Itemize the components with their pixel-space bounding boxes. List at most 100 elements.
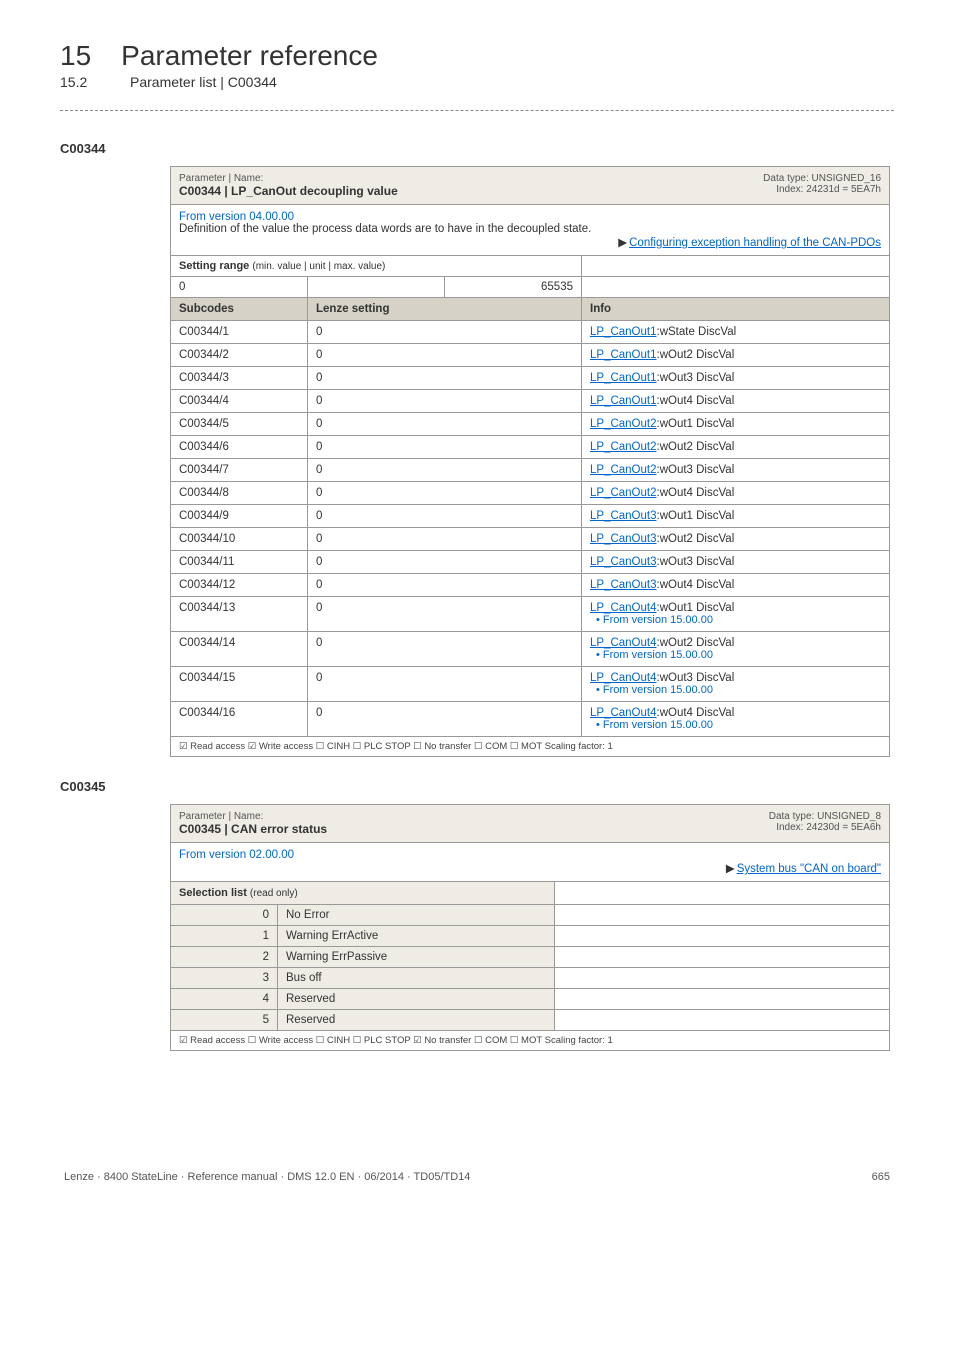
subcode-cell: C00344/12 xyxy=(171,574,308,597)
info-link[interactable]: LP_CanOut2 xyxy=(590,418,657,430)
selection-blank xyxy=(555,905,890,926)
subcode-cell: C00344/9 xyxy=(171,505,308,528)
chapter-number: 15 xyxy=(60,40,91,72)
table-row: C00344/10LP_CanOut1:wState DiscVal xyxy=(171,321,890,344)
selection-value: No Error xyxy=(278,905,555,926)
info-suffix: :wOut3 DiscVal xyxy=(657,464,735,476)
selection-value: Reserved xyxy=(278,1010,555,1031)
table-row: 2Warning ErrPassive xyxy=(171,947,890,968)
footer-right: 665 xyxy=(872,1171,890,1183)
sys-link[interactable]: System bus "CAN on board" xyxy=(737,863,881,875)
info-cell: LP_CanOut1:wOut3 DiscVal xyxy=(582,367,890,390)
info-link[interactable]: LP_CanOut4 xyxy=(590,602,657,614)
selection-blank xyxy=(555,1010,890,1031)
definition-text: Definition of the value the process data… xyxy=(179,223,881,235)
info-suffix: :wOut2 DiscVal xyxy=(657,441,735,453)
info-link[interactable]: LP_CanOut3 xyxy=(590,556,657,568)
lenze-cell: 0 xyxy=(308,702,582,737)
subcode-cell: C00344/13 xyxy=(171,597,308,632)
lenze-cell: 0 xyxy=(308,413,582,436)
info-suffix: :wOut1 DiscVal xyxy=(657,418,735,430)
selection-value: Bus off xyxy=(278,968,555,989)
selection-number: 3 xyxy=(171,968,278,989)
info-cell: LP_CanOut3:wOut3 DiscVal xyxy=(582,551,890,574)
selection-label: Selection list xyxy=(179,887,247,899)
from-version-link-2[interactable]: From version 02.00.00 xyxy=(179,849,294,861)
info-cell: LP_CanOut2:wOut1 DiscVal xyxy=(582,413,890,436)
lenze-cell: 0 xyxy=(308,390,582,413)
info-link[interactable]: LP_CanOut3 xyxy=(590,533,657,545)
lenze-cell: 0 xyxy=(308,551,582,574)
lenze-cell: 0 xyxy=(308,367,582,390)
selection-value: Warning ErrPassive xyxy=(278,947,555,968)
table-row: C00344/30LP_CanOut1:wOut3 DiscVal xyxy=(171,367,890,390)
lenze-cell: 0 xyxy=(308,597,582,632)
table-row: C00344/120 LP_CanOut3:wOut4 DiscVal xyxy=(171,574,890,597)
lenze-cell: 0 xyxy=(308,632,582,667)
table-row: C00344/130LP_CanOut4:wOut1 DiscVal• From… xyxy=(171,597,890,632)
table-row: C00344/90LP_CanOut3:wOut1 DiscVal xyxy=(171,505,890,528)
subcode-cell: C00344/14 xyxy=(171,632,308,667)
info-suffix: :wOut2 DiscVal xyxy=(657,533,735,545)
info-link[interactable]: LP_CanOut3 xyxy=(590,510,657,522)
info-link[interactable]: LP_CanOut4 xyxy=(590,637,657,649)
info-suffix: :wOut3 DiscVal xyxy=(657,372,735,384)
table-row: C00344/80LP_CanOut2:wOut4 DiscVal xyxy=(171,482,890,505)
param-code-1: C00344 xyxy=(60,141,894,156)
info-link[interactable]: LP_CanOut4 xyxy=(590,707,657,719)
table-row: C00344/60LP_CanOut2:wOut2 DiscVal xyxy=(171,436,890,459)
selection-number: 4 xyxy=(171,989,278,1010)
table-row: 4Reserved xyxy=(171,989,890,1010)
info-link[interactable]: LP_CanOut2 xyxy=(590,487,657,499)
info-suffix: :wOut4 DiscVal xyxy=(657,579,735,591)
info-link[interactable]: LP_CanOut1 xyxy=(590,326,657,338)
section-number: 15.2 xyxy=(60,74,100,90)
info-cell: LP_CanOut4:wOut1 DiscVal• From version 1… xyxy=(582,597,890,632)
selection-number: 1 xyxy=(171,926,278,947)
info-suffix: :wOut2 DiscVal xyxy=(657,637,735,649)
from-version-note: • From version 15.00.00 xyxy=(596,614,881,626)
selection-number: 0 xyxy=(171,905,278,926)
arrow-icon: ▶ xyxy=(618,235,627,249)
info-link[interactable]: LP_CanOut2 xyxy=(590,441,657,453)
range-min: 0 xyxy=(171,277,308,298)
info-suffix: :wOut1 DiscVal xyxy=(657,602,735,614)
info-cell: LP_CanOut4:wOut2 DiscVal• From version 1… xyxy=(582,632,890,667)
selection-blank xyxy=(555,947,890,968)
lenze-cell: 0 xyxy=(308,482,582,505)
info-suffix: :wOut1 DiscVal xyxy=(657,510,735,522)
subcode-cell: C00344/16 xyxy=(171,702,308,737)
subcode-cell: C00344/8 xyxy=(171,482,308,505)
info-link[interactable]: LP_CanOut1 xyxy=(590,395,657,407)
subcode-cell: C00344/6 xyxy=(171,436,308,459)
config-link[interactable]: Configuring exception handling of the CA… xyxy=(629,237,881,249)
lenze-cell: 0 xyxy=(308,574,582,597)
divider xyxy=(60,110,894,111)
table-row: C00344/20LP_CanOut1:wOut2 DiscVal xyxy=(171,344,890,367)
selection-sub: (read only) xyxy=(250,888,298,899)
from-version-link[interactable]: From version 04.00.00 xyxy=(179,211,294,223)
table-row: C00344/140LP_CanOut4:wOut2 DiscVal• From… xyxy=(171,632,890,667)
info-link[interactable]: LP_CanOut2 xyxy=(590,464,657,476)
selection-value: Reserved xyxy=(278,989,555,1010)
subcode-cell: C00344/4 xyxy=(171,390,308,413)
info-link[interactable]: LP_CanOut3 xyxy=(590,579,657,591)
access-footer-1: ☑ Read access ☑ Write access ☐ CINH ☐ PL… xyxy=(171,737,890,757)
table-row: C00344/50LP_CanOut2:wOut1 DiscVal xyxy=(171,413,890,436)
selection-number: 5 xyxy=(171,1010,278,1031)
info-suffix: :wOut2 DiscVal xyxy=(657,349,735,361)
info-cell: LP_CanOut1:wState DiscVal xyxy=(582,321,890,344)
info-suffix: :wOut4 DiscVal xyxy=(657,395,735,407)
info-suffix: :wOut3 DiscVal xyxy=(657,556,735,568)
chapter-title: Parameter reference xyxy=(121,40,378,72)
info-cell: LP_CanOut4:wOut4 DiscVal• From version 1… xyxy=(582,702,890,737)
lenze-cell: 0 xyxy=(308,344,582,367)
info-header: Info xyxy=(582,298,890,321)
info-link[interactable]: LP_CanOut4 xyxy=(590,672,657,684)
subcode-cell: C00344/5 xyxy=(171,413,308,436)
info-link[interactable]: LP_CanOut1 xyxy=(590,372,657,384)
info-cell: LP_CanOut1:wOut2 DiscVal xyxy=(582,344,890,367)
info-link[interactable]: LP_CanOut1 xyxy=(590,349,657,361)
info-cell: LP_CanOut1:wOut4 DiscVal xyxy=(582,390,890,413)
section-title: Parameter list | C00344 xyxy=(130,74,277,90)
